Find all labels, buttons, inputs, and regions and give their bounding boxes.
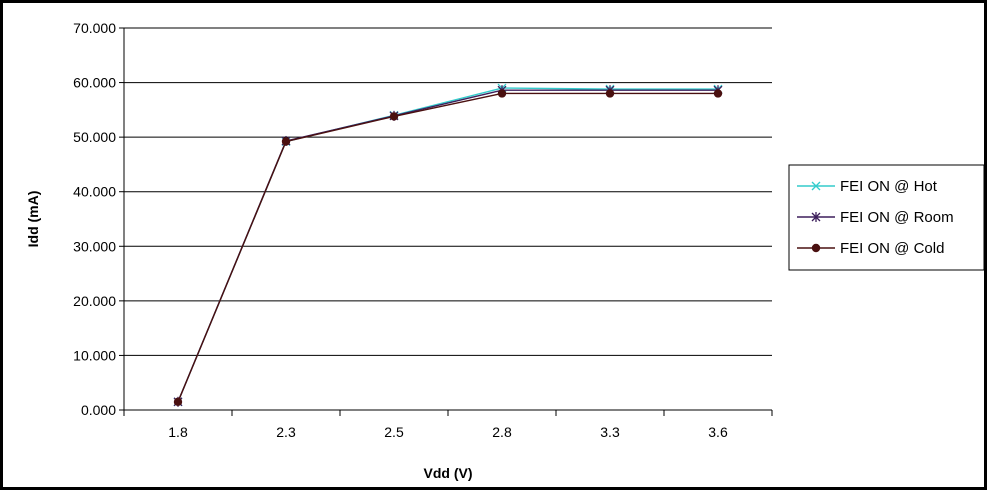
y-tick-label: 40.000 xyxy=(73,184,116,200)
y-tick-label: 30.000 xyxy=(73,238,116,254)
x-axis-title: Vdd (V) xyxy=(424,465,473,481)
y-tick-label: 70.000 xyxy=(73,20,116,36)
gridlines xyxy=(124,27,772,356)
data-point xyxy=(605,89,615,98)
y-tick-label: 10.000 xyxy=(73,347,116,363)
data-point xyxy=(811,243,821,253)
x-tick-label: 1.8 xyxy=(168,424,188,440)
data-point xyxy=(281,137,291,146)
y-ticks: 0.000 10.000 20.000 30.000 40.000 50.000 60.00… xyxy=(73,20,124,418)
y-tick-label: 0.000 xyxy=(81,402,116,418)
data-point xyxy=(173,397,183,407)
legend-entry: FEI ON @ Hot xyxy=(797,178,938,195)
legend-label: FEI ON @ Room xyxy=(840,209,954,226)
y-axis-title: Idd (mA) xyxy=(25,191,41,248)
x-tick-label: 2.3 xyxy=(276,424,296,440)
x-tick-label: 2.5 xyxy=(384,424,404,440)
axes xyxy=(123,28,772,411)
y-tick-label: 20.000 xyxy=(73,293,116,309)
series-line xyxy=(173,83,723,407)
legend-entry: FEI ON @ Room xyxy=(797,209,954,226)
data-point xyxy=(811,212,821,222)
legend-label: FEI ON @ Cold xyxy=(840,240,944,257)
series-line xyxy=(173,89,723,407)
legend-entry: FEI ON @ Cold xyxy=(797,240,944,257)
data-point xyxy=(713,89,723,98)
x-ticks: 1.8 2.3 2.5 2.8 3.3 3.6 xyxy=(123,410,773,440)
series-group xyxy=(173,83,723,407)
data-point xyxy=(497,89,507,98)
x-tick-label: 3.3 xyxy=(600,424,620,440)
y-tick-label: 50.000 xyxy=(73,129,116,145)
x-tick-label: 2.8 xyxy=(492,424,512,440)
data-point xyxy=(389,112,399,121)
legend-label: FEI ON @ Hot xyxy=(840,178,938,195)
y-tick-label: 60.000 xyxy=(73,75,116,91)
x-tick-label: 3.6 xyxy=(708,424,728,440)
data-point xyxy=(811,181,821,191)
legend: FEI ON @ Hot FEI ON @ Room FEI ON @ Cold xyxy=(788,164,985,271)
